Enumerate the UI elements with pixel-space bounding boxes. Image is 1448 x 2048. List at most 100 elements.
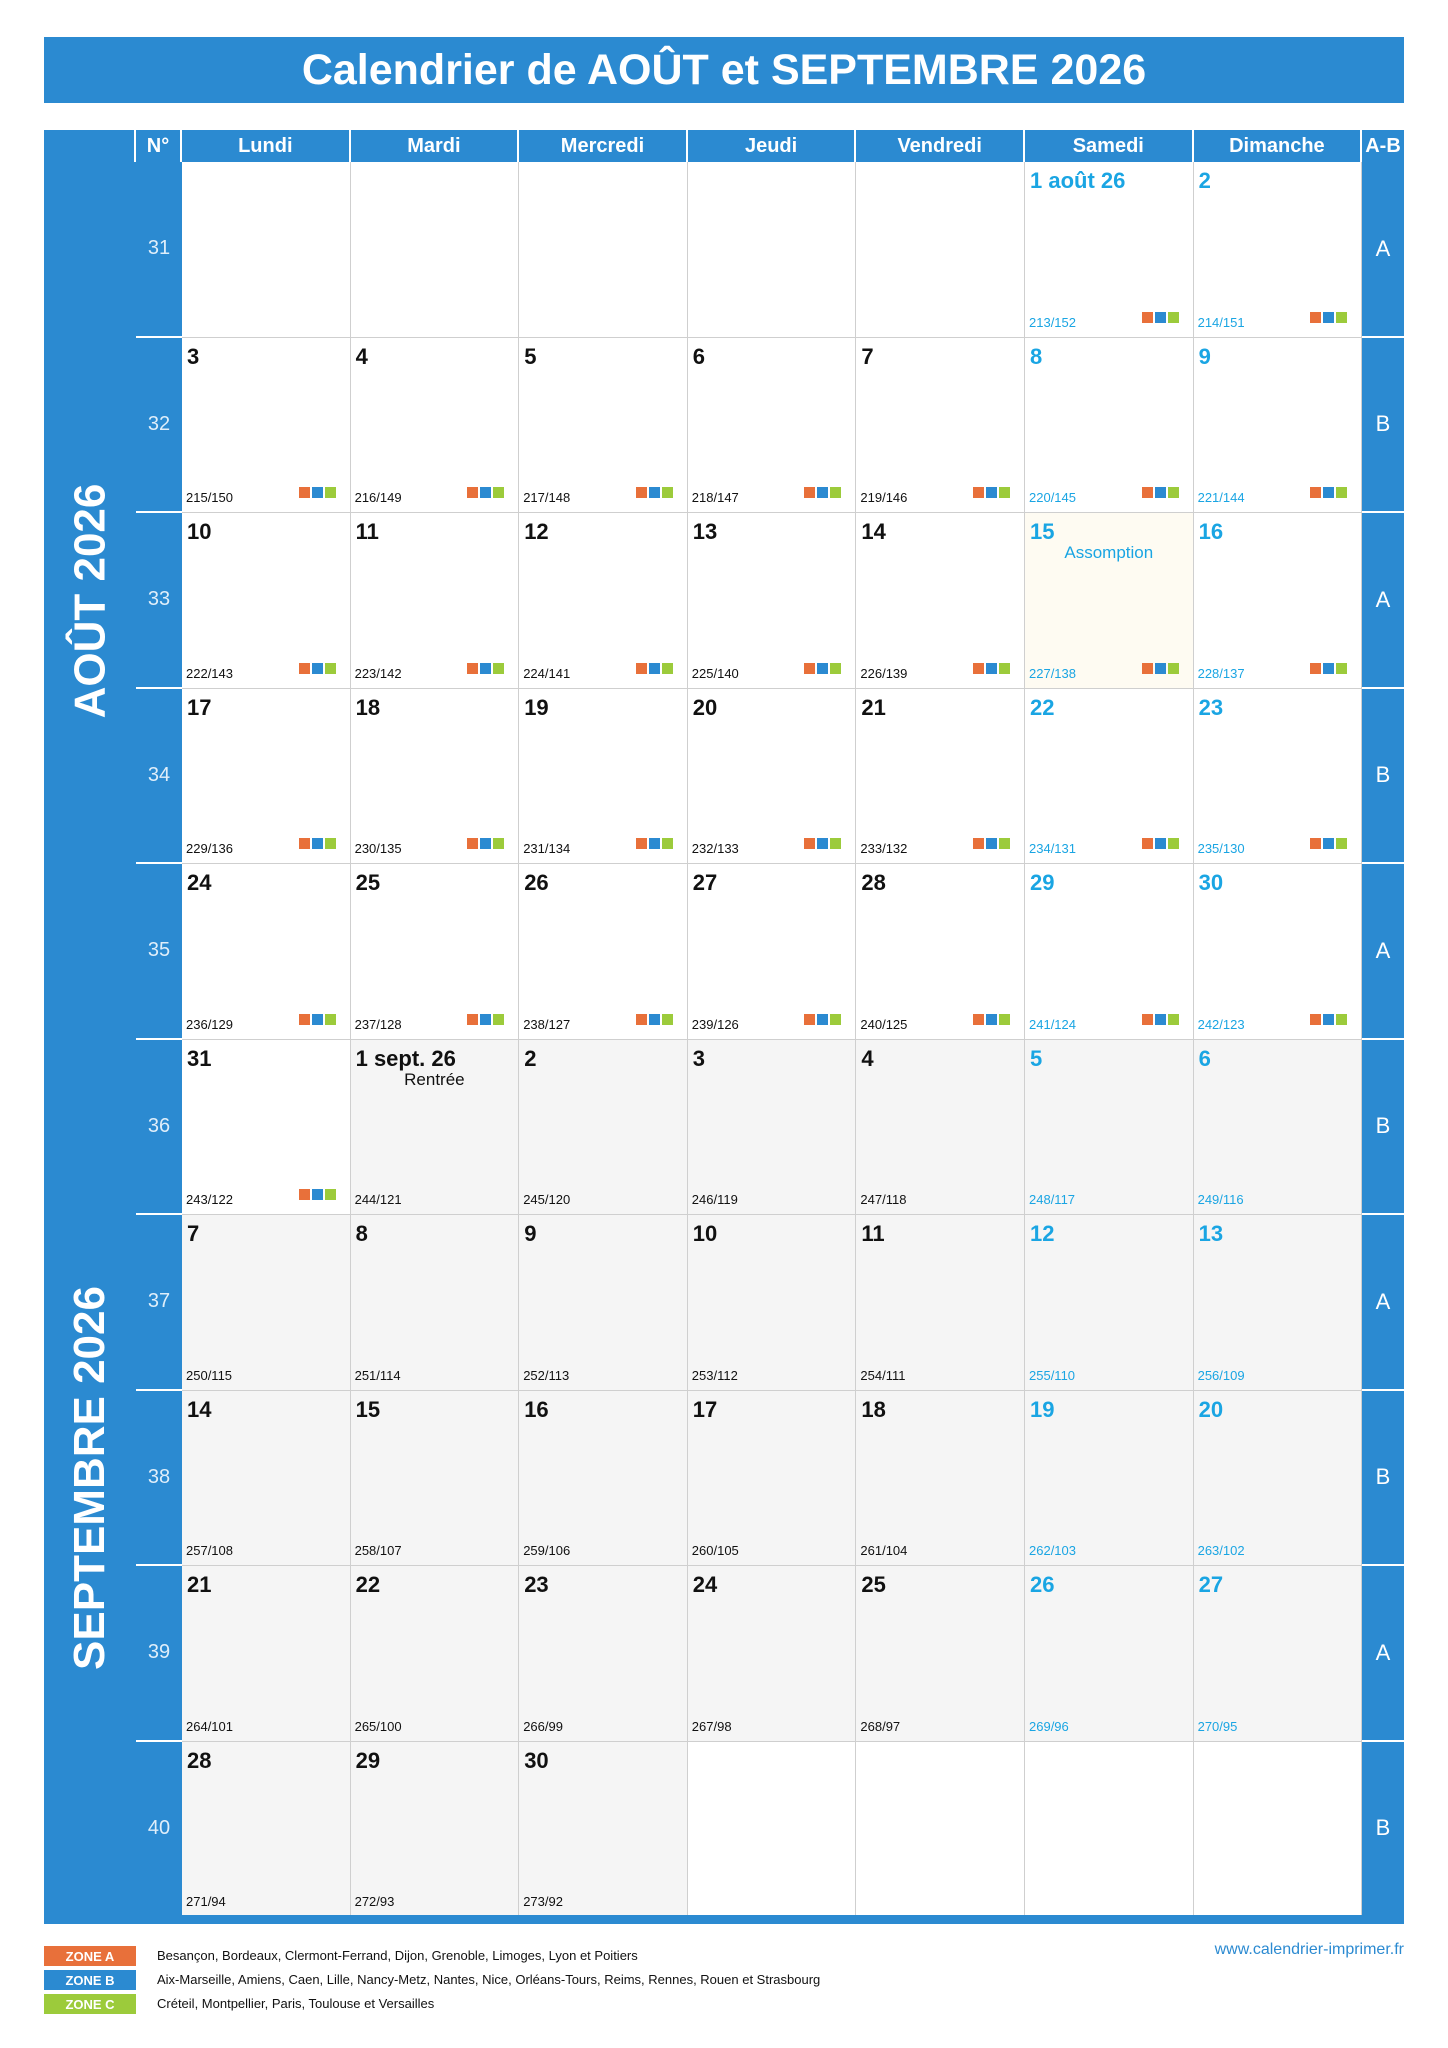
month-label-1: SEPTEMBRE 2026: [44, 1040, 136, 1918]
day-of-year: 241/124: [1029, 1016, 1076, 1032]
day-cell[interactable]: 15 Assomption 227/138: [1025, 513, 1194, 689]
week-ab: B: [1362, 688, 1404, 864]
day-cell[interactable]: 4 216/149: [350, 337, 520, 513]
day-cell[interactable]: 18 261/104: [856, 1390, 1025, 1566]
empty-cell: [856, 162, 1025, 338]
day-of-year: 259/106: [523, 1543, 571, 1558]
day-cell[interactable]: 22 265/100: [350, 1566, 520, 1742]
day-cell[interactable]: 21 264/101: [182, 1566, 351, 1742]
day-number: 2: [524, 1045, 537, 1071]
day-cell[interactable]: 30 273/92: [519, 1741, 688, 1917]
day-cell[interactable]: 4 247/118: [856, 1039, 1025, 1215]
day-number: 26: [1030, 1572, 1055, 1597]
day-cell[interactable]: 26 238/127: [519, 864, 688, 1040]
day-cell[interactable]: 2 214/151: [1193, 162, 1363, 338]
day-cell[interactable]: 1 août 26 213/152: [1025, 162, 1194, 338]
day-cell[interactable]: 28 271/94: [182, 1741, 351, 1917]
day-cell[interactable]: 12 224/141: [519, 513, 688, 689]
day-number: 31: [187, 1045, 212, 1071]
zone-b-marker: [648, 838, 660, 849]
day-cell[interactable]: 3 246/119: [687, 1039, 857, 1215]
day-cell[interactable]: 8 251/114: [350, 1215, 520, 1391]
zone-a-marker: [972, 838, 984, 849]
day-cell[interactable]: 12 255/110: [1025, 1215, 1194, 1391]
day-cell[interactable]: 15 258/107: [350, 1390, 520, 1566]
day-cell[interactable]: 6 218/147: [687, 337, 857, 513]
day-of-year: 219/146: [860, 490, 908, 505]
day-cell[interactable]: 11 223/142: [350, 513, 520, 689]
day-cell[interactable]: 2 245/120: [519, 1039, 688, 1215]
day-cell[interactable]: 3 215/150: [182, 337, 351, 513]
zone-a-marker: [1310, 1013, 1322, 1025]
zone-a-marker: [1141, 487, 1153, 498]
day-cell[interactable]: 13 225/140: [687, 513, 857, 689]
day-cell[interactable]: 25 237/128: [350, 864, 520, 1040]
day-cell[interactable]: 25 268/97: [856, 1566, 1025, 1742]
day-cell[interactable]: 9 252/113: [519, 1215, 688, 1391]
day-number: 21: [861, 694, 886, 720]
day-cell[interactable]: 5 217/148: [519, 337, 688, 513]
day-cell[interactable]: 7 219/146: [856, 337, 1025, 513]
day-number: 10: [187, 519, 212, 544]
day-cell[interactable]: 5 248/117: [1025, 1039, 1194, 1215]
zone-c-marker: [1167, 662, 1179, 674]
day-cell[interactable]: 17 229/136: [182, 688, 351, 864]
day-cell[interactable]: 14 226/139: [856, 513, 1025, 689]
day-cell[interactable]: 24 267/98: [687, 1566, 857, 1742]
zone-a-marker: [467, 1013, 479, 1025]
day-cell[interactable]: 8 220/145: [1025, 337, 1194, 513]
day-cell[interactable]: 21 233/132: [856, 688, 1025, 864]
day-of-year: 248/117: [1029, 1192, 1076, 1207]
day-cell[interactable]: 10 253/112: [687, 1215, 857, 1391]
day-cell[interactable]: 1 sept. 26 Rentrée 244/121: [350, 1039, 520, 1215]
zone-c-marker: [324, 1013, 336, 1025]
day-cell[interactable]: 29 241/124: [1025, 864, 1194, 1040]
day-cell[interactable]: 16 228/137: [1193, 513, 1363, 689]
day-of-year: 250/115: [186, 1367, 233, 1383]
day-cell[interactable]: 27 239/126: [687, 864, 857, 1040]
day-cell[interactable]: 20 232/133: [687, 688, 857, 864]
day-of-year: 223/142: [354, 665, 402, 681]
day-of-year: 225/140: [691, 665, 739, 681]
day-cell[interactable]: 10 222/143: [182, 513, 351, 689]
day-number: 14: [187, 1396, 212, 1422]
zone-a-marker: [467, 838, 479, 849]
day-number: 18: [861, 1396, 886, 1422]
month-label-0: AOÛT 2026: [44, 162, 136, 1040]
zone-c-marker: [998, 838, 1010, 849]
day-cell[interactable]: 16 259/106: [519, 1390, 688, 1566]
day-cell[interactable]: 17 260/105: [687, 1390, 857, 1566]
website-link[interactable]: www.calendrier-imprimer.fr: [1214, 1941, 1404, 1958]
day-cell[interactable]: 30 242/123: [1193, 864, 1363, 1040]
day-cell[interactable]: 26 269/96: [1025, 1566, 1194, 1742]
day-cell[interactable]: 13 256/109: [1193, 1215, 1363, 1391]
day-cell[interactable]: 19 231/134: [519, 688, 688, 864]
day-cell[interactable]: 23 235/130: [1193, 688, 1363, 864]
day-cell[interactable]: 23 266/99: [519, 1566, 688, 1742]
day-cell[interactable]: 29 272/93: [350, 1741, 520, 1917]
day-cell[interactable]: 27 270/95: [1193, 1566, 1363, 1742]
day-of-year: 239/126: [691, 1016, 739, 1032]
day-of-year: 215/150: [186, 490, 233, 505]
day-cell[interactable]: 24 236/129: [182, 864, 351, 1040]
day-cell[interactable]: 31 243/122: [182, 1039, 351, 1215]
zone-a-marker: [1310, 662, 1322, 674]
day-of-year: 265/100: [354, 1718, 402, 1734]
day-number: 9: [524, 1221, 537, 1246]
day-cell[interactable]: 20 263/102: [1193, 1390, 1363, 1566]
day-cell[interactable]: 9 221/144: [1193, 337, 1363, 513]
zone-b-marker: [985, 487, 997, 498]
day-cell[interactable]: 22 234/131: [1025, 688, 1194, 864]
zone-b-marker: [1154, 487, 1166, 498]
day-cell[interactable]: 6 249/116: [1193, 1039, 1363, 1215]
header-day-5: Samedi: [1025, 130, 1194, 162]
week-ab: A: [1362, 864, 1404, 1040]
day-cell[interactable]: 19 262/103: [1025, 1390, 1194, 1566]
day-cell[interactable]: 18 230/135: [350, 688, 520, 864]
day-cell[interactable]: 7 250/115: [182, 1215, 351, 1391]
day-cell[interactable]: 28 240/125: [856, 864, 1025, 1040]
zone-c-marker: [324, 1189, 336, 1200]
day-of-year: 245/120: [523, 1192, 571, 1207]
day-cell[interactable]: 14 257/108: [182, 1390, 351, 1566]
day-cell[interactable]: 11 254/111: [856, 1215, 1025, 1391]
